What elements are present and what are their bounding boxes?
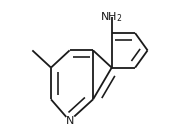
Text: N: N [65,116,74,126]
Text: NH$_2$: NH$_2$ [100,10,123,24]
